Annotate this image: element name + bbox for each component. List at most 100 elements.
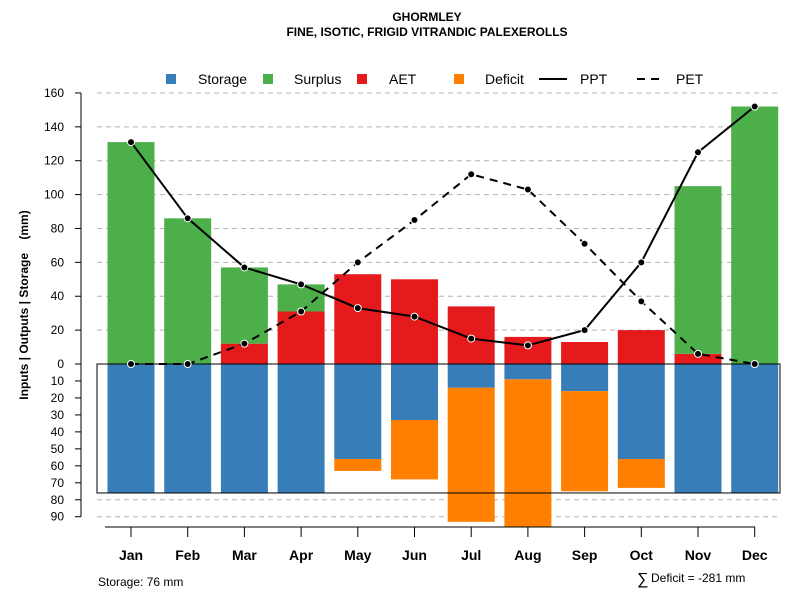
x-tick-label: May [344, 547, 371, 563]
bar-deficit [617, 459, 665, 488]
bar-storage [220, 364, 268, 493]
gridlines [97, 92, 780, 518]
bar-storage [277, 364, 325, 493]
bar-aet [277, 311, 325, 364]
legend-marker-surplus [263, 74, 273, 84]
x-tick-label: Apr [289, 547, 314, 563]
bar-aet [561, 341, 609, 364]
y-tick-label: 0 [57, 357, 64, 371]
pet-line [131, 173, 755, 365]
bar-aet [391, 279, 438, 364]
pet-point [183, 360, 192, 368]
chart-subtitle: FINE, ISOTIC, FRIGID VITRANDIC PALEXEROL… [286, 25, 567, 39]
chart-title: GHORMLEY [392, 10, 461, 24]
pet-point [523, 185, 532, 194]
x-tick-label: Jul [461, 547, 481, 563]
bar-storage [391, 364, 438, 421]
y-tick-label: 20 [51, 323, 65, 337]
x-tick-label: Sep [572, 547, 598, 563]
pet-point [127, 360, 135, 368]
pet-point [240, 339, 249, 348]
x-tick-label: Jun [402, 547, 427, 563]
legend-label-storage: Storage [198, 71, 247, 87]
bar-storage [447, 364, 495, 388]
pet-point [297, 307, 306, 316]
bar-storage [164, 364, 212, 493]
deficit-sum-symbol: ∑ [637, 571, 648, 588]
x-tick-label: Dec [742, 547, 768, 563]
y-tick-label: 60 [51, 459, 65, 473]
y-tick-label: 50 [51, 442, 65, 456]
pet-point [580, 239, 589, 248]
x-tick-label: Aug [514, 547, 541, 563]
bar-storage [731, 364, 779, 493]
y-tick-label: 100 [44, 188, 64, 202]
legend-label-deficit: Deficit [485, 71, 524, 87]
bar-surplus [220, 267, 268, 344]
y-tick-label: 120 [44, 154, 64, 168]
bar-storage [504, 364, 552, 380]
bar-deficit [334, 459, 382, 471]
y-tick-label: 30 [51, 408, 65, 422]
bar-surplus [107, 142, 155, 364]
ppt-point [183, 214, 192, 223]
y-tick-label: 10 [51, 374, 65, 388]
bar-deficit [447, 387, 495, 522]
ppt-point [750, 102, 759, 111]
ppt-point [580, 326, 589, 335]
legend-label-pet: PET [676, 71, 704, 87]
y-tick-label: 40 [51, 425, 65, 439]
pet-point [353, 258, 362, 267]
legend-label-surplus: Surplus [294, 71, 341, 87]
storage-annotation: Storage: 76 mm [98, 575, 183, 589]
legend-label-ppt: PPT [580, 71, 608, 87]
y-tick-label: 140 [44, 120, 64, 134]
bar-storage [674, 364, 722, 493]
legend-label-aet: AET [389, 71, 417, 87]
legend: Storage Surplus AET Deficit PPT PET [166, 71, 704, 87]
bar-surplus [731, 106, 779, 365]
bar-storage [107, 364, 155, 493]
ppt-point [410, 312, 419, 321]
bar-aet [674, 353, 722, 364]
pet-point [694, 349, 702, 358]
bar-deficit [504, 379, 552, 527]
ppt-point [637, 258, 646, 267]
y-tick-label: 40 [51, 289, 65, 303]
bar-deficit [561, 391, 609, 492]
x-tick-label: Nov [685, 547, 712, 563]
y-tick-label: 20 [51, 391, 65, 405]
ppt-point [467, 334, 476, 343]
y-tick-label: 90 [51, 510, 65, 524]
x-tick-label: Feb [175, 547, 200, 563]
y-tick-label: 160 [44, 86, 64, 100]
y-tick-label: 70 [51, 476, 65, 490]
y-tick-label: 80 [51, 221, 65, 235]
legend-marker-aet [357, 74, 367, 84]
y-tick-label: 60 [51, 255, 65, 269]
ppt-point [297, 280, 306, 289]
ppt-line [130, 105, 756, 347]
x-tick-label: Mar [232, 547, 257, 563]
ppt-point [523, 341, 532, 350]
bar-aet [334, 274, 382, 364]
pet-point [637, 297, 646, 306]
ppt-point [353, 304, 362, 313]
bar-deficit [391, 420, 438, 480]
pet-point [410, 216, 419, 225]
legend-marker-deficit [454, 74, 464, 84]
bar-storage [617, 364, 665, 460]
ppt-point [240, 263, 249, 272]
ppt-point [694, 148, 702, 157]
ppt-point [127, 138, 135, 147]
bar-storage [334, 364, 382, 460]
pet-point [467, 170, 476, 179]
x-tick-label: Oct [630, 547, 654, 563]
lines [127, 102, 759, 368]
axes: 0 20 40 60 80 100 120 140 160 10 20 30 40 50 60 70 80 90 J… [44, 86, 781, 563]
bar-aet [617, 330, 665, 364]
legend-marker-storage [166, 74, 176, 84]
bar-surplus [674, 186, 722, 354]
y-axis-label: Inputs | Outputs | Storage (mm) [17, 210, 31, 399]
